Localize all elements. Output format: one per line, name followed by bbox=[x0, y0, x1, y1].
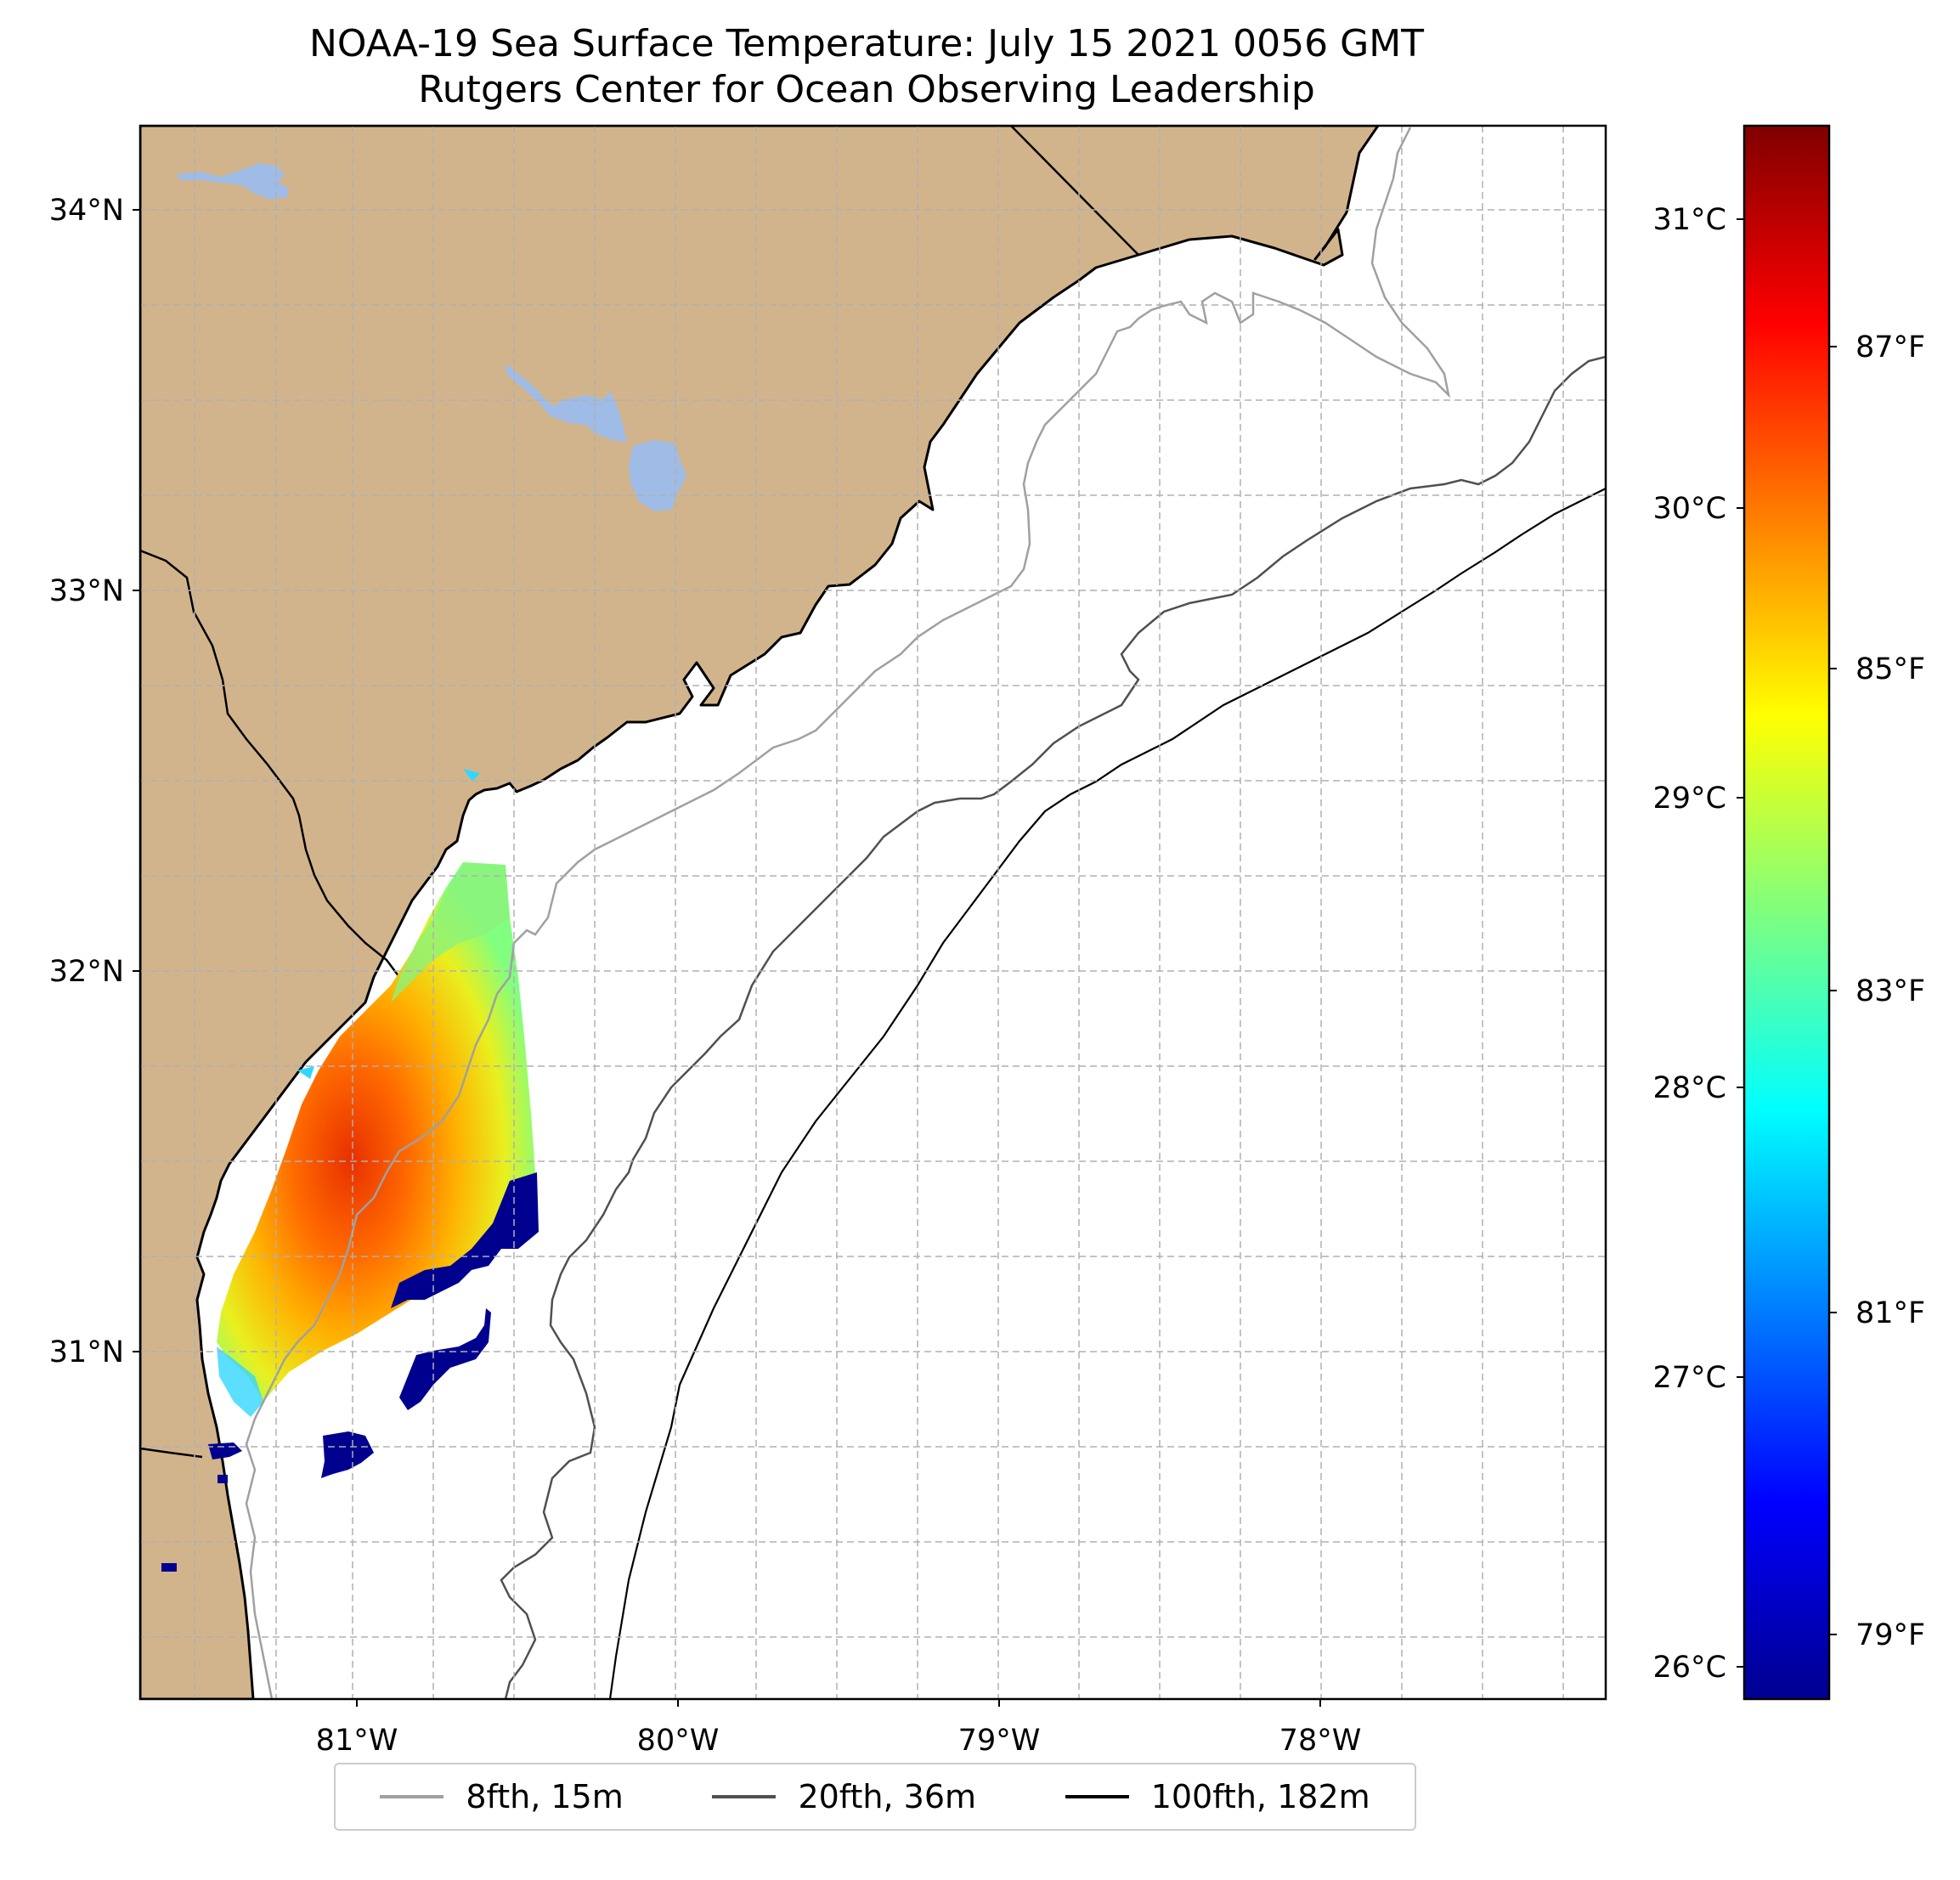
lon-label-80: 80°W bbox=[637, 1724, 720, 1758]
colorbar-fahrenheit-ticks bbox=[1829, 346, 1837, 1635]
cbar-f-83: 83°F bbox=[1856, 974, 1925, 1008]
isobath-20fth bbox=[500, 355, 1606, 1699]
lat-label-31: 31°N bbox=[49, 1335, 124, 1369]
land bbox=[140, 126, 1380, 1699]
longitude-axis bbox=[356, 1699, 1321, 1707]
legend-item-8fth: 8fth, 15m bbox=[380, 1778, 624, 1815]
cbar-c-31: 31°C bbox=[1653, 203, 1726, 237]
lat-label-33: 33°N bbox=[49, 574, 124, 608]
legend-line-8fth bbox=[380, 1795, 444, 1798]
reservoir-nw bbox=[177, 163, 289, 200]
colorbar bbox=[1743, 124, 1831, 1701]
legend-line-100fth bbox=[1065, 1795, 1129, 1798]
latitude-axis bbox=[133, 209, 140, 1352]
cbar-c-28: 28°C bbox=[1653, 1071, 1726, 1105]
cbar-c-30: 30°C bbox=[1653, 492, 1726, 526]
cbar-f-85: 85°F bbox=[1856, 652, 1925, 686]
map-gridlines bbox=[140, 126, 1606, 1699]
legend-line-20fth bbox=[712, 1795, 777, 1798]
state-border-ga-fl bbox=[140, 1447, 203, 1459]
colorbar-celsius-ticks bbox=[1737, 218, 1744, 1668]
cbar-f-79: 79°F bbox=[1856, 1618, 1925, 1652]
sst-swath bbox=[161, 769, 539, 1572]
map-title: NOAA-19 Sea Surface Temperature: July 15… bbox=[308, 22, 1425, 65]
legend-item-20fth: 20fth, 36m bbox=[712, 1778, 976, 1815]
cbar-f-87: 87°F bbox=[1856, 330, 1925, 364]
lon-label-78: 78°W bbox=[1279, 1724, 1362, 1758]
lake-moultrie bbox=[629, 440, 686, 511]
lat-label-34: 34°N bbox=[49, 194, 124, 228]
map-frame bbox=[138, 124, 1607, 1701]
lake-marion bbox=[506, 364, 627, 442]
state-border-sc-ga bbox=[140, 549, 400, 978]
lat-label-32: 32°N bbox=[49, 955, 124, 989]
state-border-nc-sc bbox=[1010, 126, 1139, 256]
legend-label-20fth: 20fth, 36m bbox=[798, 1778, 977, 1815]
cbar-c-26: 26°C bbox=[1653, 1651, 1726, 1685]
map-subtitle: Rutgers Center for Ocean Observing Leade… bbox=[418, 68, 1315, 111]
cbar-c-27: 27°C bbox=[1653, 1361, 1726, 1395]
legend-item-100fth: 100fth, 182m bbox=[1065, 1778, 1370, 1815]
cbar-f-81: 81°F bbox=[1856, 1296, 1925, 1330]
cbar-c-29: 29°C bbox=[1653, 782, 1726, 816]
isobath-legend: 8fth, 15m 20fth, 36m 100fth, 182m bbox=[334, 1763, 1416, 1831]
isobath-8fth bbox=[245, 127, 1451, 1699]
lon-label-81: 81°W bbox=[316, 1724, 398, 1758]
legend-label-8fth: 8fth, 15m bbox=[466, 1778, 624, 1815]
legend-label-100fth: 100fth, 182m bbox=[1150, 1778, 1370, 1815]
lon-label-79: 79°W bbox=[958, 1724, 1041, 1758]
